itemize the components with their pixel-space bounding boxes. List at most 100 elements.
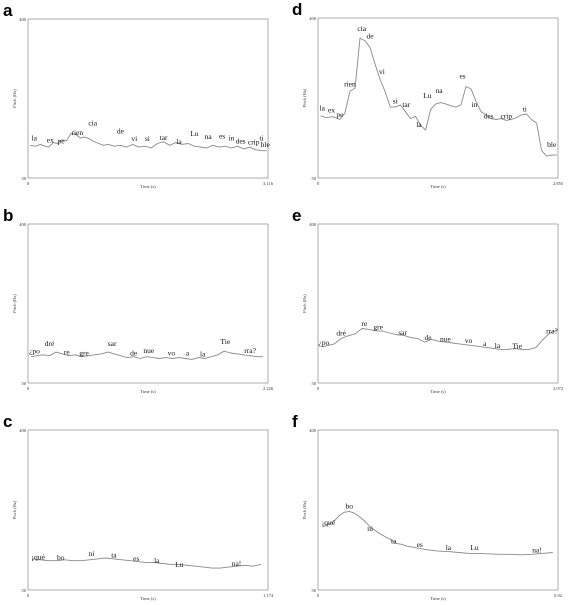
syllable-label: es <box>417 540 423 549</box>
y-max-tick: 400 <box>309 222 317 227</box>
panel-letter: c <box>3 412 12 431</box>
x-start-tick: 0 <box>317 181 320 186</box>
x-end-tick: 2.855 <box>553 181 564 186</box>
syllable-label: vo <box>168 349 176 358</box>
syllable-label: de <box>117 127 125 136</box>
syllable-label: vi <box>379 67 385 76</box>
syllable-label: rra? <box>244 346 256 355</box>
syllable-label: Lu <box>175 560 184 569</box>
y-min-tick: 50 <box>312 176 317 181</box>
syllable-label: re <box>361 319 367 328</box>
x-end-tick: 2.226 <box>263 386 274 391</box>
x-start-tick: 0 <box>317 593 320 598</box>
syllable-label: ble <box>261 140 271 149</box>
syllable-label: gre <box>79 348 89 357</box>
y-max-tick: 400 <box>309 428 317 433</box>
syllable-label: ti <box>523 104 527 113</box>
x-axis-label: Time (s) <box>430 596 446 601</box>
pitch-contour-line <box>31 350 263 360</box>
syllable-label: tar <box>402 100 410 109</box>
syllable-label: si <box>145 134 150 143</box>
y-min-tick: 50 <box>312 588 317 593</box>
y-axis-label: Pitch (Hz) <box>302 294 307 313</box>
syllable-label: ¿po <box>318 338 329 347</box>
x-start-tick: 0 <box>317 386 320 391</box>
panel-letter: b <box>3 206 13 225</box>
syllable-label: crip <box>248 137 260 146</box>
x-end-tick: 2.072 <box>553 386 563 391</box>
pitch-contour-line <box>32 557 262 569</box>
syllable-label: des <box>484 112 494 121</box>
pitch-contour-line <box>30 133 267 152</box>
syllable-label: a <box>483 339 487 348</box>
y-axis-label: Pitch (Hz) <box>12 294 17 313</box>
syllable-label: Tie <box>220 337 230 346</box>
syllable-label: ta <box>111 551 117 560</box>
syllable-label: dré <box>45 339 55 348</box>
syllable-label: ti <box>259 133 263 142</box>
syllable-label: bo <box>57 553 65 562</box>
syllable-label: ex <box>47 136 54 145</box>
syllable-label: rien <box>71 128 83 137</box>
y-axis-label: Pitch (Hz) <box>12 89 17 108</box>
syllable-label: pe <box>336 110 344 119</box>
syllable-label: a <box>186 349 190 358</box>
syllable-label: bo <box>346 502 354 511</box>
syllable-label: na! <box>532 546 542 555</box>
pitch-contour-line <box>322 510 553 556</box>
x-end-tick: 0.92 <box>554 593 562 598</box>
y-min-tick: 50 <box>22 176 27 181</box>
syllable-label: rra? <box>546 327 558 336</box>
syllable-label: cia <box>88 118 97 127</box>
plot-frame <box>317 223 559 384</box>
syllable-label: ni <box>88 549 94 558</box>
syllable-label: Lu <box>190 129 199 138</box>
syllable-label: re <box>64 347 70 356</box>
syllable-label: la <box>416 120 422 129</box>
panel-f: f 400 500 0.92 Time (s) Pitch (Hz) ¡qué bo ni ta e… <box>292 412 562 601</box>
pitch-contour-line <box>321 328 557 350</box>
syllable-label: tar <box>160 133 168 142</box>
x-axis-label: Time (s) <box>430 184 446 189</box>
x-start-tick: 0 <box>27 181 30 186</box>
y-max-tick: 400 <box>19 222 27 227</box>
y-axis-label: Pitch (Hz) <box>302 500 307 519</box>
syllable-label: la <box>446 543 452 552</box>
x-axis-label: Time (s) <box>140 389 156 394</box>
x-end-tick: 3.116 <box>263 181 274 186</box>
x-axis-label: Time (s) <box>140 596 156 601</box>
syllable-label: rien <box>344 80 356 89</box>
syllable-label: des <box>236 137 246 146</box>
panel-a: a 400 500 3.116 Time (s) Pitch (Hz) la ex perien… <box>3 1 274 189</box>
syllable-label: Tie <box>512 342 522 351</box>
syllable-label: la <box>176 137 182 146</box>
syllable-label: nue <box>440 335 452 344</box>
syllable-label: es <box>219 132 225 141</box>
syllable-label: nue <box>143 346 155 355</box>
syllable-label: pe <box>58 137 66 146</box>
y-max-tick: 400 <box>19 428 27 433</box>
syllable-label: ex <box>328 106 335 115</box>
syllable-label: in <box>471 100 477 109</box>
x-start-tick: 0 <box>27 386 30 391</box>
panel-letter: e <box>292 206 301 225</box>
syllable-label: de <box>424 333 432 342</box>
panel-c: c 400 500 1.174 Time (s) Pitch (Hz) ¡qué bo ni ta… <box>3 412 274 601</box>
syllable-label: ni <box>367 524 373 533</box>
syllable-label: dré <box>336 328 346 337</box>
panel-e: e 400 500 2.072 Time (s) Pitch (Hz) ¿po dré re gr… <box>292 206 563 394</box>
syllable-label: si <box>393 97 398 106</box>
syllable-label: la <box>31 133 37 142</box>
plot-frame <box>317 429 559 591</box>
syllable-label: ta <box>391 536 397 545</box>
syllable-label: la <box>200 350 206 359</box>
syllable-label: crip <box>500 112 512 121</box>
syllable-label: Lu <box>423 91 432 100</box>
y-max-tick: 400 <box>19 17 27 22</box>
plot-frame <box>317 17 559 179</box>
syllable-label: na! <box>232 559 242 568</box>
y-min-tick: 50 <box>312 381 317 386</box>
